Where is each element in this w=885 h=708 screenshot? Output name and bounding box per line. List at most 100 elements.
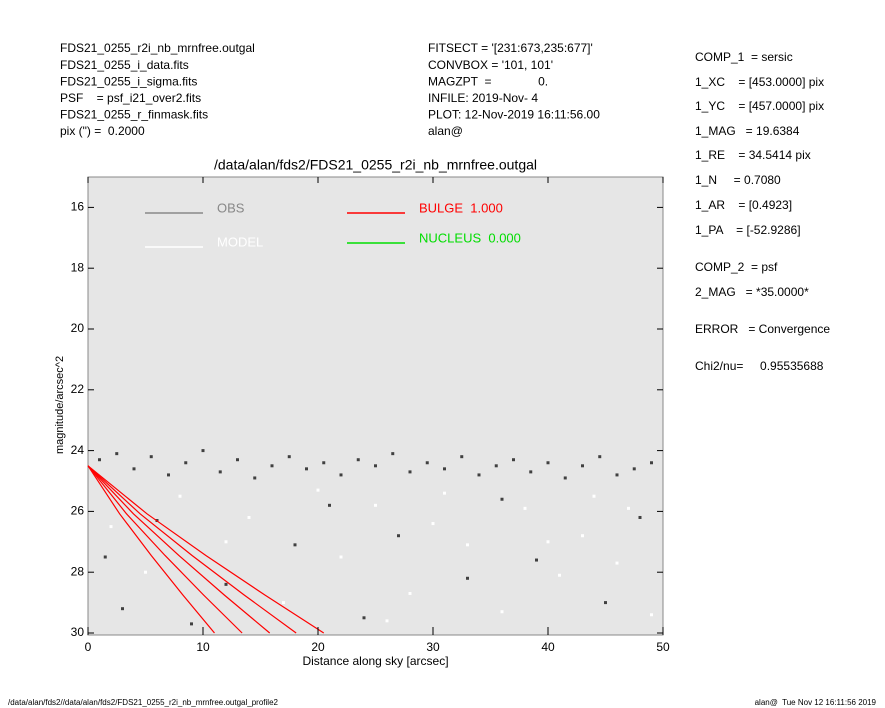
data-point: [546, 461, 550, 465]
data-point: [581, 464, 584, 468]
header-right-line: 1_AR = [0.4923]: [695, 198, 792, 212]
plot-area: [87, 176, 664, 636]
data-point: [287, 455, 291, 459]
y-tick-label: 22: [71, 382, 85, 396]
header-right-line: 1_RE = 34.5414 pix: [695, 148, 811, 162]
data-point: [144, 570, 147, 574]
x-tick-label: 50: [656, 640, 670, 654]
x-tick-label: 20: [311, 640, 325, 654]
header-left-line: pix (") = 0.2000: [60, 124, 145, 138]
header-right-line: 1_MAG = 19.6384: [695, 124, 800, 138]
data-point: [149, 455, 153, 459]
data-point: [356, 458, 360, 462]
data-point: [190, 622, 193, 626]
data-point: [103, 555, 107, 559]
data-point: [201, 449, 205, 453]
model-curve: [87, 465, 271, 634]
header-middle-line: PLOT: 12-Nov-2019 16:11:56.00: [428, 108, 600, 122]
data-point: [627, 506, 630, 510]
header-left-line: FDS21_0255_i_data.fits: [60, 58, 189, 72]
data-point: [98, 458, 101, 462]
y-tick-label: 28: [71, 564, 85, 578]
header-middle-line: FITSECT = '[231:673,235:677]': [428, 41, 593, 55]
data-point: [615, 473, 619, 477]
data-point: [374, 464, 377, 468]
x-tick-label: 30: [426, 640, 440, 654]
header-right-line: 1_YC = [457.0000] pix: [695, 99, 824, 113]
data-point: [339, 555, 343, 559]
header-right-line: ERROR = Convergence: [695, 322, 830, 336]
data-point: [305, 467, 308, 471]
data-point: [592, 494, 596, 498]
header-right-line: COMP_1 = sersic: [695, 50, 793, 64]
model-curve: [87, 465, 243, 634]
legend-label: BULGE 1.000: [419, 200, 503, 215]
data-point: [322, 461, 326, 465]
header-left-line: FDS21_0255_r2i_nb_mrnfree.outgal: [60, 41, 255, 55]
data-point: [443, 491, 446, 495]
data-point: [460, 455, 464, 459]
data-point: [425, 461, 429, 465]
y-tick-label: 16: [71, 200, 85, 214]
header-middle-line: CONVBOX = '101, 101': [428, 58, 553, 72]
data-point: [494, 464, 498, 468]
header-right-line: 1_PA = [-52.9286]: [695, 223, 801, 237]
x-tick-label: 10: [196, 640, 210, 654]
y-axis-label: magnitude/arcsec^2: [54, 356, 66, 454]
data-point: [115, 452, 119, 456]
data-point: [132, 467, 136, 471]
x-axis-label: Distance along sky [arcsec]: [302, 654, 448, 668]
data-point: [224, 582, 228, 586]
legend-label: NUCLEUS 0.000: [419, 230, 521, 245]
data-point: [328, 503, 331, 507]
data-point: [247, 515, 251, 519]
data-point: [563, 476, 567, 480]
header-middle-line: INFILE: 2019-Nov- 4: [428, 91, 538, 105]
chart-title: /data/alan/fds2/FDS21_0255_r2i_nb_mrnfre…: [214, 157, 537, 173]
model-curve: [87, 465, 215, 634]
y-tick-label: 24: [71, 443, 85, 457]
data-point: [408, 591, 412, 595]
data-point: [218, 470, 222, 474]
data-point: [535, 558, 538, 562]
data-point: [650, 613, 653, 617]
x-tick-label: 40: [541, 640, 555, 654]
data-point: [615, 561, 619, 565]
data-point: [121, 607, 124, 611]
model-curve: [87, 465, 297, 634]
data-point: [558, 573, 561, 577]
header-left-line: PSF = psf_i21_over2.fits: [60, 91, 201, 105]
data-point: [466, 543, 469, 547]
header-right-line: 1_N = 0.7080: [695, 173, 781, 187]
data-point: [581, 534, 584, 538]
data-point: [109, 525, 113, 529]
header-middle-line: alan@: [428, 124, 463, 138]
header-right-line: 2_MAG = *35.0000*: [695, 285, 809, 299]
data-point: [397, 534, 400, 538]
data-point: [184, 461, 188, 465]
header-right-line: Chi2/nu= 0.95535688: [695, 359, 824, 373]
header-right-line: 1_XC = [453.0000] pix: [695, 75, 824, 89]
data-point: [512, 458, 515, 462]
legend-label: MODEL: [217, 234, 263, 249]
data-point: [282, 601, 285, 605]
data-point: [224, 540, 228, 544]
data-point: [431, 522, 435, 526]
data-point: [500, 497, 504, 501]
model-curve: [87, 465, 325, 634]
data-point: [546, 540, 550, 544]
data-point: [362, 616, 366, 620]
data-point: [236, 458, 239, 462]
data-point: [598, 455, 602, 459]
data-point: [638, 515, 642, 519]
y-tick-label: 18: [71, 260, 85, 274]
x-tick-label: 0: [85, 640, 92, 654]
data-point: [650, 461, 653, 465]
footer-left: /data/alan/fds2//data/alan/fds2/FDS21_02…: [8, 698, 279, 707]
data-point: [385, 619, 389, 623]
data-point: [374, 503, 377, 507]
data-point: [523, 506, 527, 510]
legend-label: OBS: [217, 200, 245, 215]
data-point: [293, 543, 297, 547]
